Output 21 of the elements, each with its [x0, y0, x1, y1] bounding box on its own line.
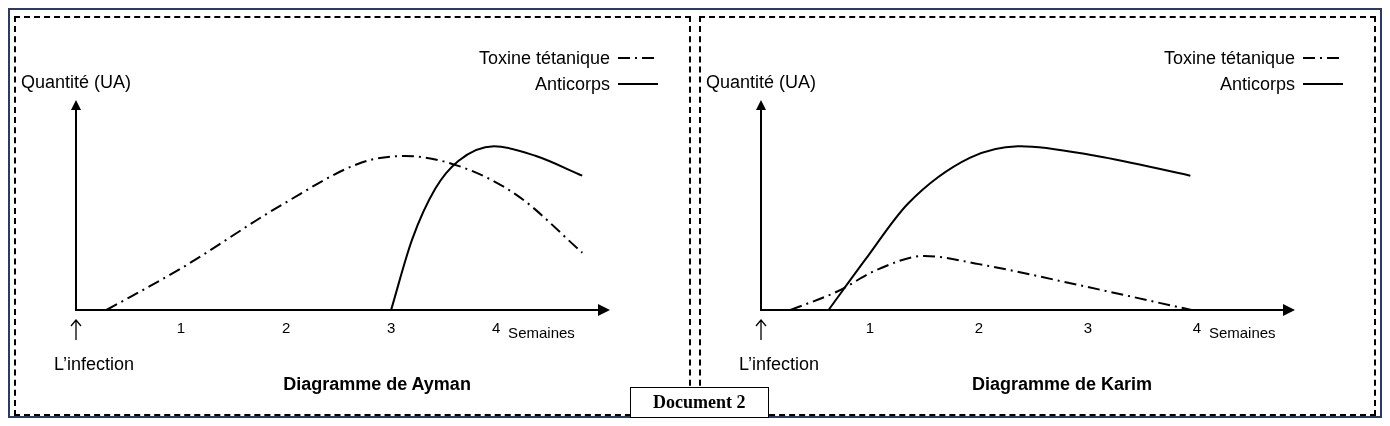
text: Diagramme de Ayman [283, 374, 471, 394]
text: L’infection [739, 354, 820, 375]
x-axis-title: Semaines [508, 324, 575, 341]
x-tick-label: 4 [491, 319, 501, 337]
y-axis-title: Quantité (UA) [705, 72, 817, 92]
text: L’infection [54, 354, 135, 375]
x-tick-label: 2 [974, 319, 984, 337]
text: Diagramme de Karim [971, 374, 1153, 394]
x-tick-label: 2 [281, 319, 291, 337]
text: Document 2 [630, 387, 769, 418]
x-tick-label: 4 [1192, 319, 1202, 337]
x-tick-label: 1 [176, 319, 186, 337]
legend-label: Toxine tétanique [1163, 48, 1295, 68]
x-tick-label: 1 [865, 319, 875, 337]
legend-label: Toxine tétanique [478, 48, 610, 68]
legend-label: Anticorps [534, 74, 610, 94]
legend-label: Anticorps [1219, 74, 1295, 94]
x-tick-label: 3 [1083, 319, 1093, 337]
x-axis-title: Semaines [1208, 324, 1276, 341]
y-axis-title: Quantité (UA) [20, 72, 132, 92]
x-tick-label: 3 [386, 319, 396, 337]
